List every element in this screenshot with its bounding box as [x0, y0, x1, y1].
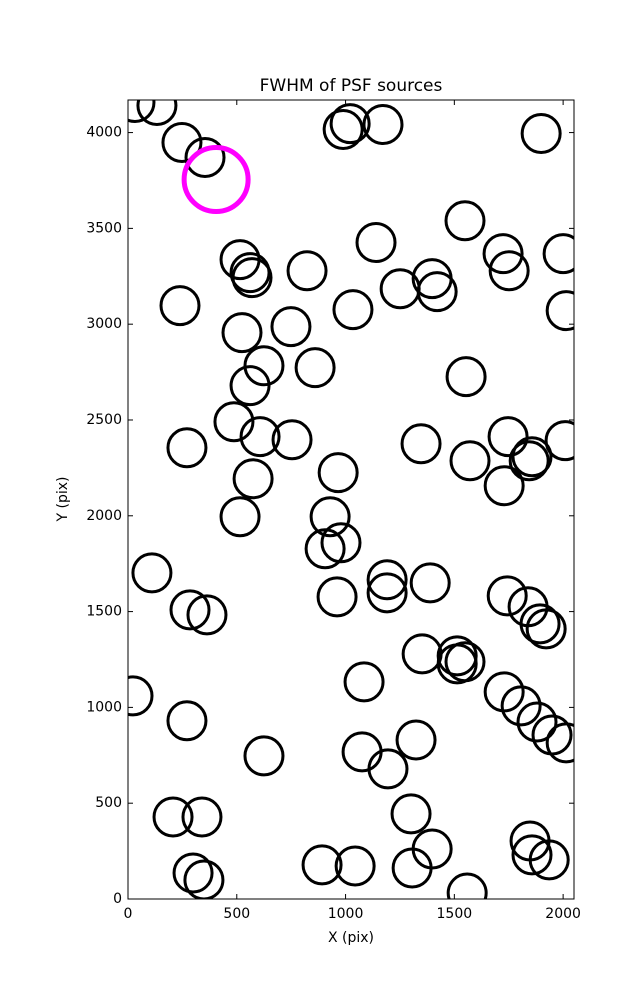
source-circle	[294, 347, 336, 389]
y-tick-label: 3500	[86, 220, 122, 236]
y-axis-label: Y (pix)	[55, 477, 71, 523]
source-circle	[243, 345, 285, 387]
source-circle	[486, 575, 528, 617]
source-circle	[483, 465, 525, 507]
source-circle	[511, 436, 553, 478]
source-circle	[286, 250, 328, 292]
source-circle	[181, 796, 223, 838]
source-circle	[445, 356, 487, 398]
source-circle	[482, 233, 524, 275]
source-circle	[500, 685, 542, 727]
source-circle	[184, 136, 226, 178]
y-tick-label: 2000	[86, 508, 122, 524]
source-circle	[444, 200, 486, 242]
source-circle	[528, 839, 570, 881]
source-circle	[159, 285, 201, 327]
source-circle	[128, 675, 154, 717]
source-circle	[511, 834, 553, 876]
source-circle	[366, 559, 408, 601]
source-circle	[446, 872, 488, 899]
source-circle	[221, 312, 263, 354]
source-circle	[329, 103, 371, 145]
source-circle	[508, 440, 550, 482]
source-circle	[487, 416, 529, 458]
source-circle	[544, 420, 574, 462]
source-circle	[166, 700, 208, 742]
source-circle	[152, 796, 194, 838]
source-circle	[243, 735, 285, 777]
source-circle	[416, 271, 458, 313]
chart-title: FWHM of PSF sources	[260, 76, 443, 96]
y-tick-label: 500	[95, 795, 122, 811]
source-circle	[213, 401, 255, 443]
source-circle	[183, 859, 225, 899]
source-circle	[320, 522, 362, 564]
source-circle	[332, 289, 374, 331]
x-tick-label: 1000	[328, 906, 364, 922]
source-circle	[271, 419, 313, 461]
source-circle	[219, 496, 261, 538]
source-circle	[172, 852, 214, 894]
source-circle	[390, 793, 432, 835]
source-circle	[545, 722, 574, 764]
source-circle	[488, 250, 530, 292]
source-circle	[400, 423, 442, 465]
source-circle	[166, 427, 208, 469]
source-circle	[161, 122, 203, 164]
source-circle	[444, 641, 486, 683]
source-circle	[362, 104, 404, 146]
source-circle	[239, 416, 281, 458]
source-circle	[449, 440, 491, 482]
source-circle	[128, 100, 156, 123]
source-circle	[391, 847, 433, 889]
source-circle	[395, 719, 437, 761]
source-circle	[232, 458, 274, 500]
y-tick-label: 0	[113, 891, 122, 907]
axes-frame	[127, 99, 575, 900]
source-circle	[516, 701, 558, 743]
y-tick-label: 4000	[86, 125, 122, 141]
source-circle	[270, 306, 312, 348]
source-circle	[545, 290, 574, 332]
source-circle	[136, 100, 178, 127]
source-circle	[229, 365, 271, 407]
y-tick-label: 2500	[86, 412, 122, 428]
source-circle	[355, 222, 397, 264]
source-circle	[186, 594, 228, 636]
x-tick-label: 2000	[545, 906, 581, 922]
x-tick-label: 0	[124, 906, 133, 922]
source-circle	[169, 589, 211, 631]
source-circle	[409, 562, 451, 604]
source-circle	[334, 845, 376, 887]
y-tick-label: 1000	[86, 699, 122, 715]
source-circle	[231, 257, 273, 299]
source-circle	[520, 113, 562, 155]
x-tick-label: 1500	[437, 906, 473, 922]
y-tick-label: 3000	[86, 316, 122, 332]
source-circle	[366, 572, 408, 614]
source-circle	[343, 661, 385, 703]
source-circle	[322, 109, 364, 151]
source-circle	[309, 496, 351, 538]
x-axis-label: X (pix)	[328, 930, 374, 946]
y-tick-label: 1500	[86, 604, 122, 620]
source-circle	[367, 748, 409, 790]
source-circle	[519, 603, 561, 645]
source-circle	[316, 576, 358, 618]
source-circle	[301, 844, 343, 886]
source-circle	[317, 452, 359, 494]
source-circle	[525, 608, 567, 650]
source-circle	[542, 233, 574, 275]
source-circle	[181, 145, 251, 215]
plot-area	[128, 100, 574, 899]
source-circle	[131, 552, 173, 594]
x-tick-label: 500	[223, 906, 250, 922]
source-circle	[436, 635, 478, 677]
source-circle	[304, 528, 346, 570]
